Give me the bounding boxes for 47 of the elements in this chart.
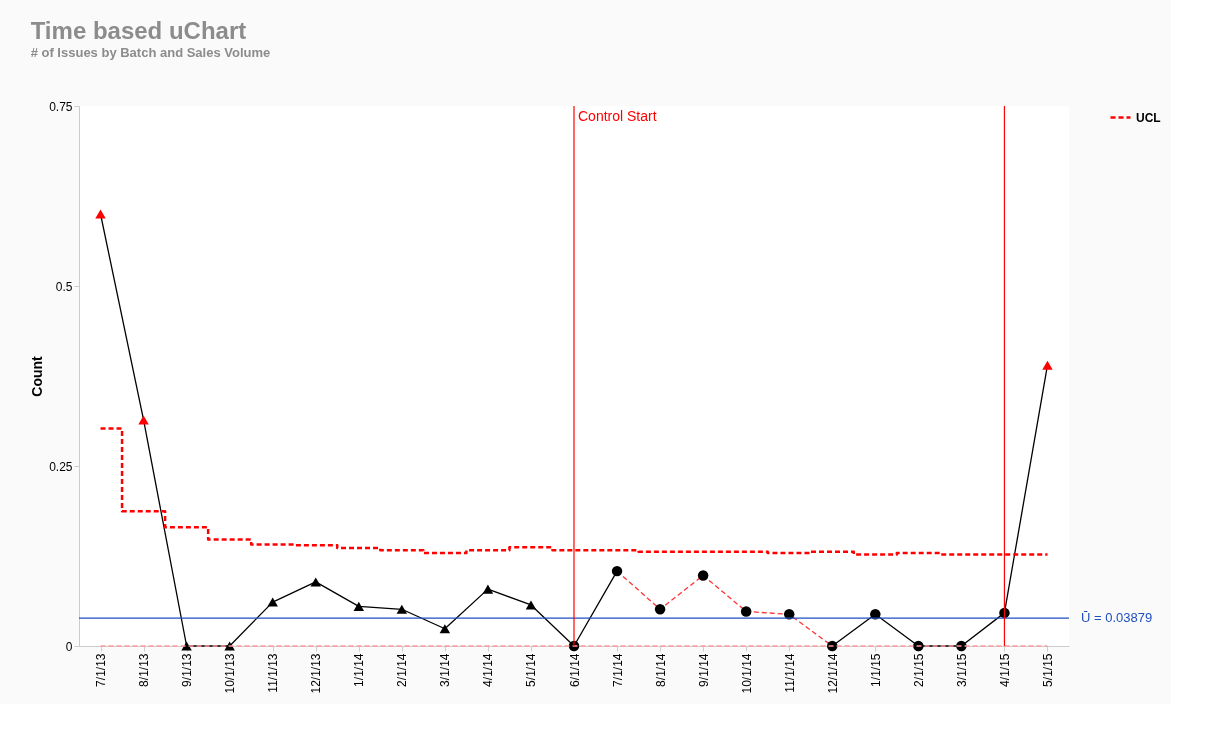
point — [654, 604, 666, 615]
x-tick-label: 8/1/14 — [653, 653, 668, 687]
x-tick-label: 1/1/14 — [352, 653, 367, 687]
x-tick-label: 9/1/13 — [180, 653, 195, 687]
legend-label: UCL — [1136, 110, 1161, 125]
x-tick-label: 1/1/15 — [868, 653, 883, 687]
point — [1042, 360, 1053, 370]
point — [353, 601, 365, 611]
x-tick-label: 5/1/14 — [524, 653, 539, 687]
x-tick-label: 10/1/13 — [223, 653, 238, 694]
x-tick-label: 11/1/14 — [782, 653, 797, 693]
x-tick-label: 7/1/13 — [94, 653, 109, 687]
y-axis-title: Count — [29, 355, 46, 397]
x-tick-label: 11/1/13 — [266, 653, 281, 693]
ref-line-label: Control Start — [578, 108, 657, 124]
point — [396, 604, 408, 614]
y-tick-label: 0.5 — [55, 279, 73, 294]
x-tick-label: 5/1/15 — [1040, 653, 1055, 687]
ref-line-label: Ū = 0.03879 — [1081, 610, 1153, 626]
x-tick-label: 6/1/14 — [567, 653, 582, 687]
x-tick-label: 12/1/13 — [309, 653, 324, 694]
point — [697, 570, 709, 581]
x-tick-label: 2/1/15 — [911, 653, 926, 687]
y-tick-label: 0 — [65, 639, 73, 654]
x-tick-label: 4/1/15 — [997, 653, 1012, 687]
x-tick-label: 7/1/14 — [610, 653, 625, 687]
x-tick-label: 8/1/13 — [137, 653, 152, 687]
y-tick-label: 0.75 — [49, 99, 73, 114]
x-tick-label: 9/1/14 — [696, 653, 711, 687]
point — [740, 606, 752, 617]
x-tick-label: 2/1/14 — [395, 653, 410, 687]
x-tick-label: 12/1/14 — [825, 653, 840, 694]
point — [611, 565, 623, 577]
point — [138, 415, 149, 425]
point — [267, 597, 278, 607]
point — [310, 577, 321, 587]
chart-title: Time based uChart — [30, 17, 247, 44]
point — [95, 209, 106, 219]
x-tick-label: 3/1/15 — [954, 653, 969, 687]
x-tick-label: 4/1/14 — [481, 653, 496, 687]
point — [482, 584, 494, 594]
chart-subtitle: # of Issues by Batch and Sales Volume — [30, 45, 271, 60]
point — [439, 624, 451, 634]
x-tick-label: 10/1/14 — [739, 653, 754, 694]
point — [525, 600, 537, 610]
x-tick-label: 3/1/14 — [438, 653, 453, 687]
y-tick-label: 0.25 — [49, 459, 73, 474]
